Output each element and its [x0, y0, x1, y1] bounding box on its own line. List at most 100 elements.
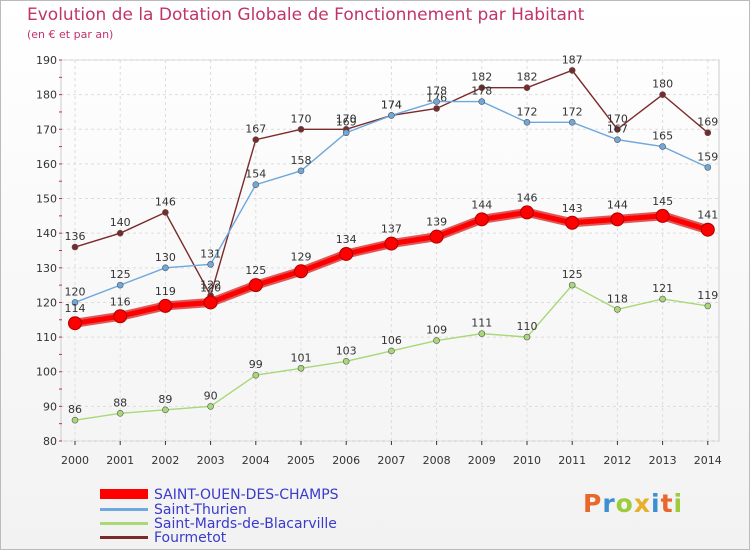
- data-point: [614, 136, 621, 143]
- data-point: [520, 205, 534, 220]
- data-label: 180: [652, 78, 673, 91]
- x-tick-label: 2006: [332, 454, 360, 467]
- data-label: 131: [200, 247, 221, 260]
- data-point: [659, 143, 666, 150]
- x-tick-label: 2007: [377, 454, 405, 467]
- y-tick-label: 80: [43, 435, 57, 448]
- data-label: 125: [245, 264, 266, 277]
- data-label: 144: [607, 198, 628, 211]
- data-label: 120: [65, 285, 86, 298]
- data-point: [68, 316, 82, 331]
- data-label: 165: [652, 130, 673, 143]
- data-point: [478, 330, 486, 337]
- series-0: 114 116 119 120 125 129 134 137 139 144 146 143 144 1…: [65, 191, 718, 331]
- data-point: [433, 98, 440, 105]
- data-point: [704, 302, 712, 310]
- logo-letter: i: [651, 489, 661, 518]
- data-point: [433, 337, 440, 344]
- x-tick-label: 2009: [468, 454, 496, 467]
- data-point: [384, 236, 399, 251]
- data-point: [297, 167, 305, 175]
- legend-swatch: [100, 508, 148, 511]
- data-point: [523, 333, 531, 341]
- data-label: 120: [200, 281, 221, 294]
- x-tick-label: 2003: [197, 454, 225, 467]
- data-point: [116, 409, 124, 417]
- x-tick-label: 2001: [106, 454, 134, 467]
- data-point: [248, 278, 263, 293]
- data-point: [71, 416, 79, 424]
- data-label: 154: [245, 168, 266, 181]
- data-label: 99: [249, 358, 263, 371]
- data-point: [700, 222, 715, 237]
- data-label: 170: [607, 112, 628, 125]
- data-point: [207, 261, 214, 268]
- data-label: 144: [471, 198, 492, 211]
- data-label: 172: [562, 105, 583, 118]
- data-point: [388, 347, 395, 355]
- data-label: 178: [426, 85, 447, 98]
- data-label: 187: [562, 53, 583, 66]
- legend-swatch: [100, 489, 148, 499]
- data-label: 116: [110, 295, 131, 308]
- data-label: 172: [517, 105, 538, 118]
- data-label: 125: [562, 268, 583, 281]
- y-tick-label: 120: [36, 296, 57, 309]
- data-label: 146: [517, 191, 538, 204]
- data-point: [388, 112, 395, 119]
- chart-subtitle: (en € et par an): [27, 28, 114, 41]
- data-point: [478, 98, 486, 105]
- data-label: 103: [336, 344, 357, 357]
- data-label: 169: [697, 116, 718, 129]
- data-label: 86: [68, 403, 82, 416]
- data-point: [113, 309, 128, 324]
- data-label: 174: [381, 98, 402, 111]
- data-point: [568, 67, 576, 74]
- data-label: 140: [110, 216, 131, 229]
- data-point: [474, 212, 489, 227]
- data-label: 139: [426, 216, 447, 229]
- x-tick-label: 2012: [603, 454, 631, 467]
- data-label: 167: [607, 123, 628, 136]
- chart-title: Evolution de la Dotation Globale de Fonc…: [27, 5, 585, 25]
- data-point: [568, 281, 576, 289]
- data-label: 141: [697, 209, 718, 222]
- y-tick-label: 140: [36, 227, 57, 240]
- data-point: [71, 299, 79, 306]
- data-label: 137: [381, 223, 402, 236]
- data-point: [116, 229, 124, 237]
- data-point: [71, 243, 79, 251]
- data-point: [162, 209, 169, 216]
- data-label: 130: [155, 251, 176, 264]
- data-label: 119: [697, 289, 718, 302]
- x-tick-label: 2013: [649, 454, 677, 467]
- data-point: [614, 125, 621, 133]
- data-point: [655, 208, 670, 223]
- data-label: 159: [697, 150, 718, 163]
- logo-letter: t: [660, 489, 674, 518]
- data-label: 136: [65, 230, 86, 243]
- data-point: [339, 246, 354, 261]
- y-tick-label: 130: [36, 262, 57, 275]
- data-label: 125: [110, 268, 131, 281]
- data-label: 109: [426, 324, 447, 337]
- data-label: 182: [517, 71, 538, 84]
- legend-swatch: [100, 536, 148, 539]
- legend-label: Saint-Thurien: [154, 502, 247, 518]
- y-tick-label: 90: [43, 400, 57, 413]
- data-point: [252, 371, 260, 379]
- y-tick-label: 100: [36, 366, 57, 379]
- x-tick-label: 2010: [513, 454, 541, 467]
- data-point: [294, 264, 308, 279]
- y-tick-label: 170: [36, 123, 57, 136]
- x-tick-label: 2004: [242, 454, 270, 467]
- data-label: 143: [562, 202, 583, 215]
- legend-label: SAINT-OUEN-DES-CHAMPS: [154, 487, 339, 503]
- data-label: 106: [381, 334, 402, 347]
- data-point: [342, 358, 350, 365]
- data-label: 167: [245, 123, 266, 136]
- data-point: [158, 298, 173, 313]
- data-point: [252, 136, 260, 143]
